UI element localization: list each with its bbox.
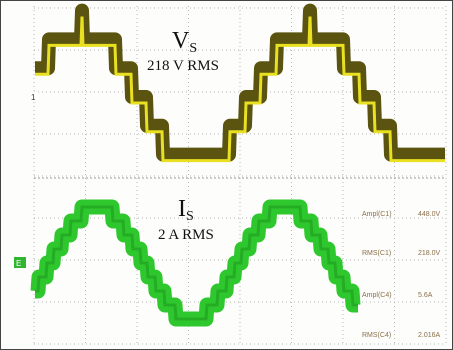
scope-screen: 1 E VS 218 V RMS IS 2 A RMS Ampl(C1)448.… bbox=[0, 0, 453, 350]
current-caption: 2 A RMS bbox=[158, 227, 214, 243]
measurement-value: 218.0V bbox=[418, 250, 441, 257]
subscript: S bbox=[189, 41, 197, 56]
measurement-label: RMS(C1) bbox=[362, 250, 391, 257]
channel-marker: E bbox=[16, 259, 21, 268]
symbol: I bbox=[178, 196, 186, 222]
measurement-value: 448.0V bbox=[418, 211, 441, 218]
measurement-value: 2.016A bbox=[418, 332, 441, 339]
measurement-label: RMS(C4) bbox=[362, 332, 391, 339]
subscript: S bbox=[186, 209, 194, 224]
symbol: V bbox=[172, 28, 190, 54]
measurement-label: Ampl(C1) bbox=[362, 211, 392, 218]
measurement-label: Ampl(C4) bbox=[362, 292, 392, 299]
measurement-value: 5.6A bbox=[418, 292, 433, 299]
voltage-caption: 218 V RMS bbox=[147, 58, 219, 74]
channel-marker: 1 bbox=[31, 93, 36, 102]
